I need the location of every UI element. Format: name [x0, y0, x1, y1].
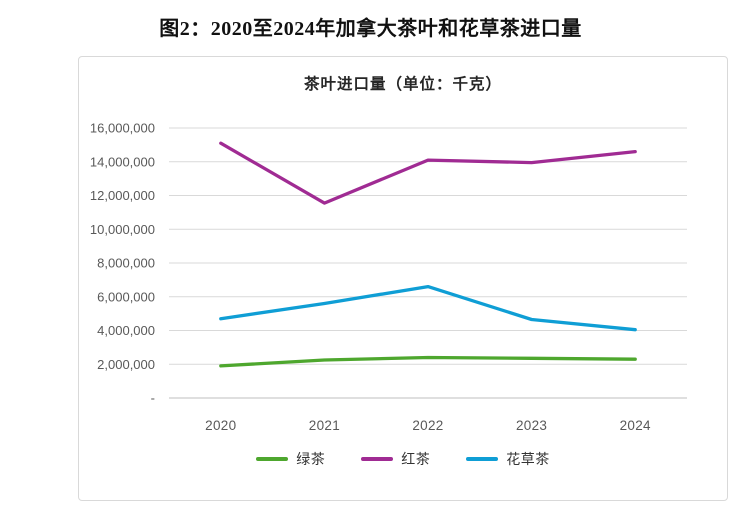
svg-text:14,000,000: 14,000,000 — [90, 154, 155, 169]
legend-item-herbal-tea: 花草茶 — [466, 449, 550, 469]
chart-title: 茶叶进口量（单位：千克） — [303, 76, 502, 93]
figure-title: 图2：2020至2024年加拿大茶叶和花草茶进口量 — [159, 18, 582, 40]
svg-text:12,000,000: 12,000,000 — [90, 188, 155, 203]
svg-text:2021: 2021 — [309, 418, 340, 433]
legend-item-green-tea: 绿茶 — [256, 449, 325, 469]
svg-text:4,000,000: 4,000,000 — [97, 323, 155, 338]
svg-text:2,000,000: 2,000,000 — [97, 357, 155, 372]
svg-text:2022: 2022 — [412, 418, 443, 433]
chart-legend: 绿茶 红茶 花草茶 — [79, 449, 727, 469]
legend-label: 花草茶 — [506, 453, 550, 468]
legend-label: 绿茶 — [296, 453, 326, 468]
svg-text:10,000,000: 10,000,000 — [90, 222, 155, 237]
svg-text:16,000,000: 16,000,000 — [90, 121, 155, 136]
line-chart-plot: - 2,000,000 4,000,000 6,000,000 8,000,000 10,… — [90, 121, 687, 433]
svg-text:2024: 2024 — [620, 418, 651, 433]
svg-text:-: - — [151, 391, 155, 406]
legend-label: 红茶 — [401, 453, 431, 468]
chart-frame: 茶叶进口量（单位：千克） - 2,000,000 4,000,000 6,000,00… — [78, 56, 728, 501]
svg-text:2023: 2023 — [516, 418, 547, 433]
green-tea-line-swatch-icon — [256, 457, 289, 461]
legend-item-black-tea: 红茶 — [361, 449, 430, 469]
herbal-tea-line-swatch-icon — [466, 457, 499, 461]
svg-text:6,000,000: 6,000,000 — [97, 289, 155, 304]
svg-text:8,000,000: 8,000,000 — [97, 256, 155, 271]
svg-text:2020: 2020 — [205, 418, 236, 433]
black-tea-line-swatch-icon — [361, 457, 394, 461]
